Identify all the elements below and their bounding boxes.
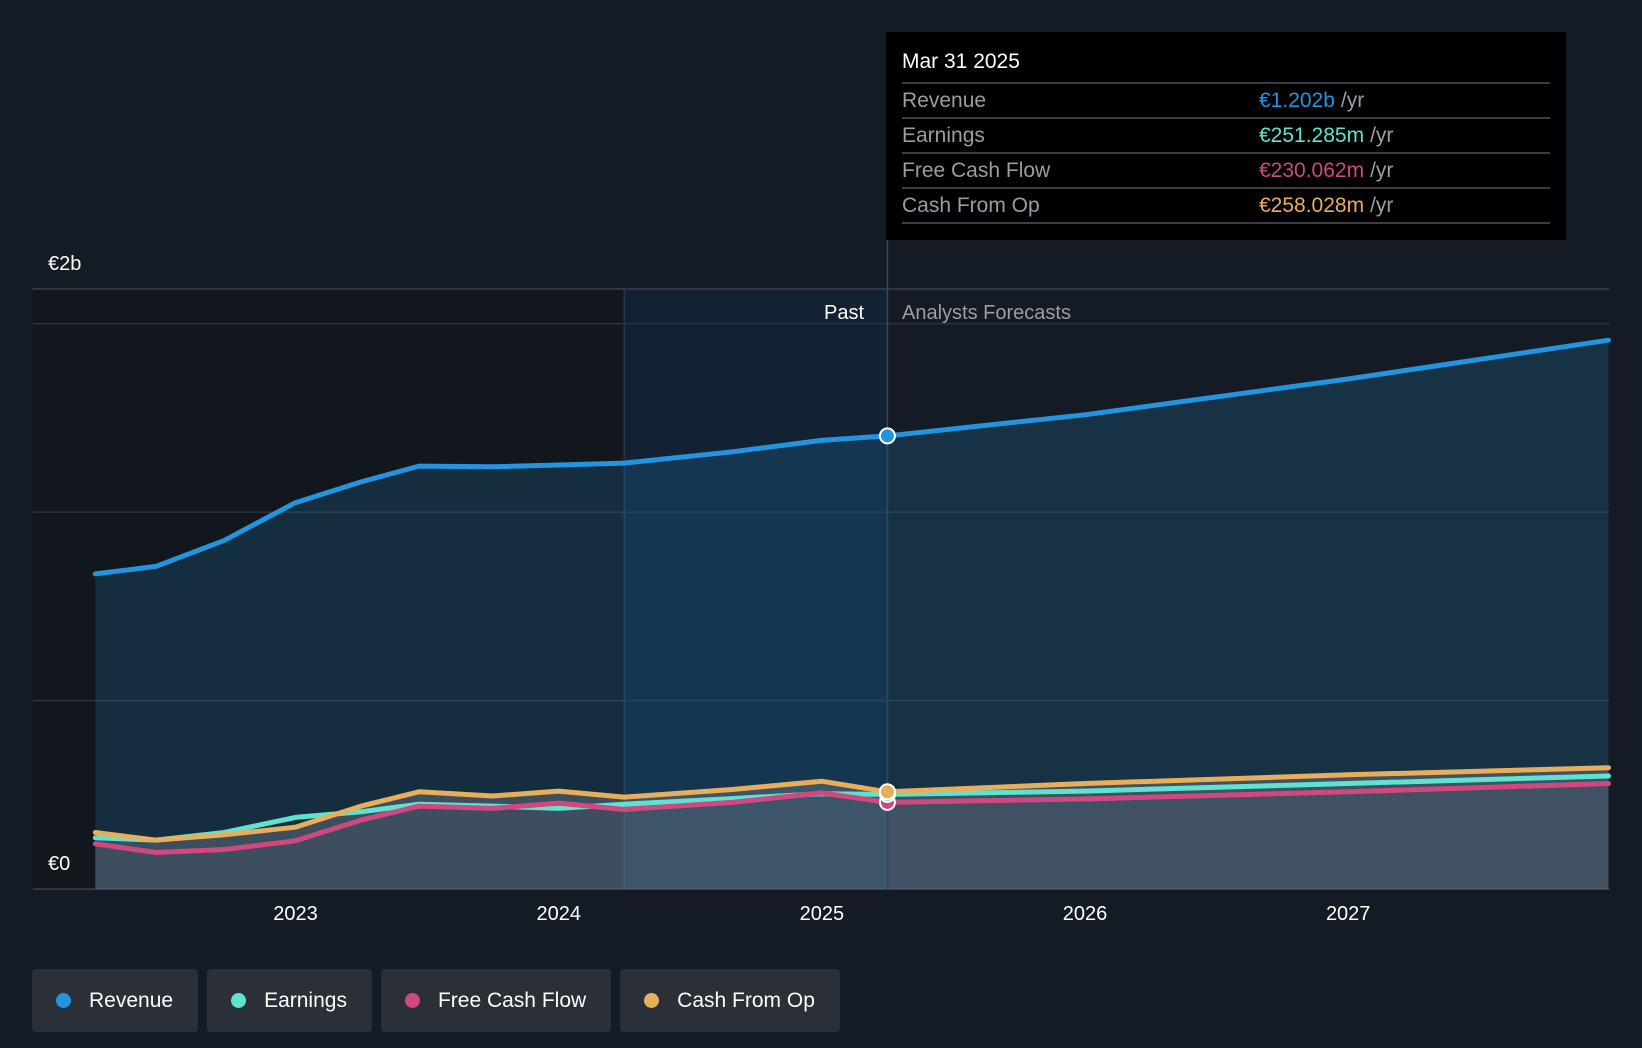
legend-label: Earnings bbox=[264, 988, 347, 1012]
y-axis-top-label: €2b bbox=[48, 253, 82, 275]
tooltip-date: Mar 31 2025 bbox=[902, 50, 1020, 73]
tooltip-value: €251.285m bbox=[1259, 123, 1365, 147]
tooltip-value: €258.028m bbox=[1259, 193, 1365, 217]
legend-item-revenue[interactable]: Revenue bbox=[32, 969, 199, 1032]
legend-label: Cash From Op bbox=[677, 988, 815, 1012]
tooltip-unit: /yr bbox=[1340, 88, 1365, 112]
legend-dot-icon bbox=[231, 993, 247, 1008]
tooltip-label: Free Cash Flow bbox=[902, 158, 1051, 182]
tooltip-unit: /yr bbox=[1370, 123, 1394, 147]
tooltip-unit: /yr bbox=[1370, 158, 1394, 182]
tooltip-row: Cash From Op €258.028m/yr bbox=[902, 187, 1550, 224]
tooltip-row: Earnings €251.285m/yr bbox=[902, 117, 1550, 152]
legend-label: Free Cash Flow bbox=[437, 988, 587, 1012]
tooltip-label: Revenue bbox=[902, 88, 987, 112]
tooltip-label: Cash From Op bbox=[902, 193, 1040, 217]
free-cash-flow-line bbox=[92, 781, 1611, 855]
earnings-line bbox=[92, 773, 1611, 843]
revenue-line bbox=[92, 337, 1611, 577]
x-tick-label: 2023 bbox=[273, 903, 318, 925]
tooltip-value: €230.062m bbox=[1259, 158, 1365, 182]
tooltip-label: Earnings bbox=[902, 123, 985, 147]
revenue-area bbox=[95, 340, 1609, 890]
cash-from-op-line bbox=[92, 765, 1611, 843]
y-axis-zero-label: €0 bbox=[48, 853, 71, 875]
cashflow-area bbox=[95, 767, 1609, 890]
cash-from-op-marker bbox=[878, 783, 896, 801]
x-tick-label: 2026 bbox=[1062, 903, 1108, 925]
legend-dot-icon bbox=[644, 993, 660, 1008]
legend: Revenue Earnings Free Cash Flow Cash From O… bbox=[32, 969, 840, 1032]
legend-label: Revenue bbox=[89, 988, 174, 1012]
tooltip-value: €1.202b bbox=[1259, 88, 1335, 112]
legend-item-free-cash-flow[interactable]: Free Cash Flow bbox=[380, 969, 612, 1032]
legend-dot-icon bbox=[404, 993, 420, 1008]
revenue-marker bbox=[878, 427, 896, 445]
x-tick-label: 2024 bbox=[536, 903, 581, 925]
tooltip: Mar 31 2025 Revenue €1.202b/yr Earnings €25… bbox=[886, 32, 1566, 240]
past-dark-region bbox=[32, 289, 625, 890]
legend-item-earnings[interactable]: Earnings bbox=[207, 969, 372, 1032]
x-tick-label: 2027 bbox=[1325, 903, 1371, 925]
x-tick-label: 2025 bbox=[799, 903, 845, 925]
legend-item-cash-from-op[interactable]: Cash From Op bbox=[620, 969, 840, 1032]
tooltip-row: Revenue €1.202b/yr bbox=[902, 82, 1550, 117]
past-label: Past bbox=[824, 302, 865, 324]
legend-dot-icon bbox=[56, 993, 71, 1008]
tooltip-unit: /yr bbox=[1370, 193, 1394, 217]
tooltip-row: Free Cash Flow €230.062m/yr bbox=[902, 152, 1550, 187]
forecast-label: Analysts Forecasts bbox=[902, 302, 1071, 324]
